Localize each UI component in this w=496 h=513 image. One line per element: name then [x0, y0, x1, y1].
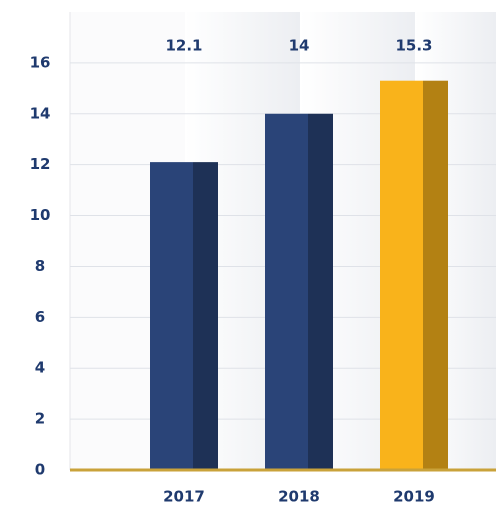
y-tick-label: 6 — [35, 308, 45, 326]
value-label: 14 — [289, 37, 310, 55]
x-tick-label: 2017 — [163, 488, 205, 506]
y-tick-label: 16 — [30, 53, 51, 71]
bar-side — [193, 162, 218, 470]
bar-side — [423, 80, 448, 470]
bar-side — [308, 113, 333, 471]
bar-front — [150, 162, 193, 470]
y-tick-label: 14 — [30, 104, 51, 122]
y-tick-label: 10 — [30, 206, 51, 224]
bar-front — [265, 113, 308, 471]
x-tick-label: 2018 — [278, 488, 320, 506]
y-tick-label: 4 — [35, 359, 45, 377]
x-tick-label: 2019 — [393, 488, 435, 506]
y-tick-label: 0 — [35, 461, 45, 479]
y-tick-label: 12 — [30, 155, 51, 173]
bar — [380, 80, 448, 470]
y-tick-label: 8 — [35, 257, 45, 275]
bar — [265, 113, 333, 471]
value-label: 15.3 — [395, 37, 432, 55]
y-tick-label: 2 — [35, 410, 45, 428]
bar — [150, 162, 218, 470]
bar-front — [380, 80, 423, 470]
value-label: 12.1 — [165, 37, 202, 55]
